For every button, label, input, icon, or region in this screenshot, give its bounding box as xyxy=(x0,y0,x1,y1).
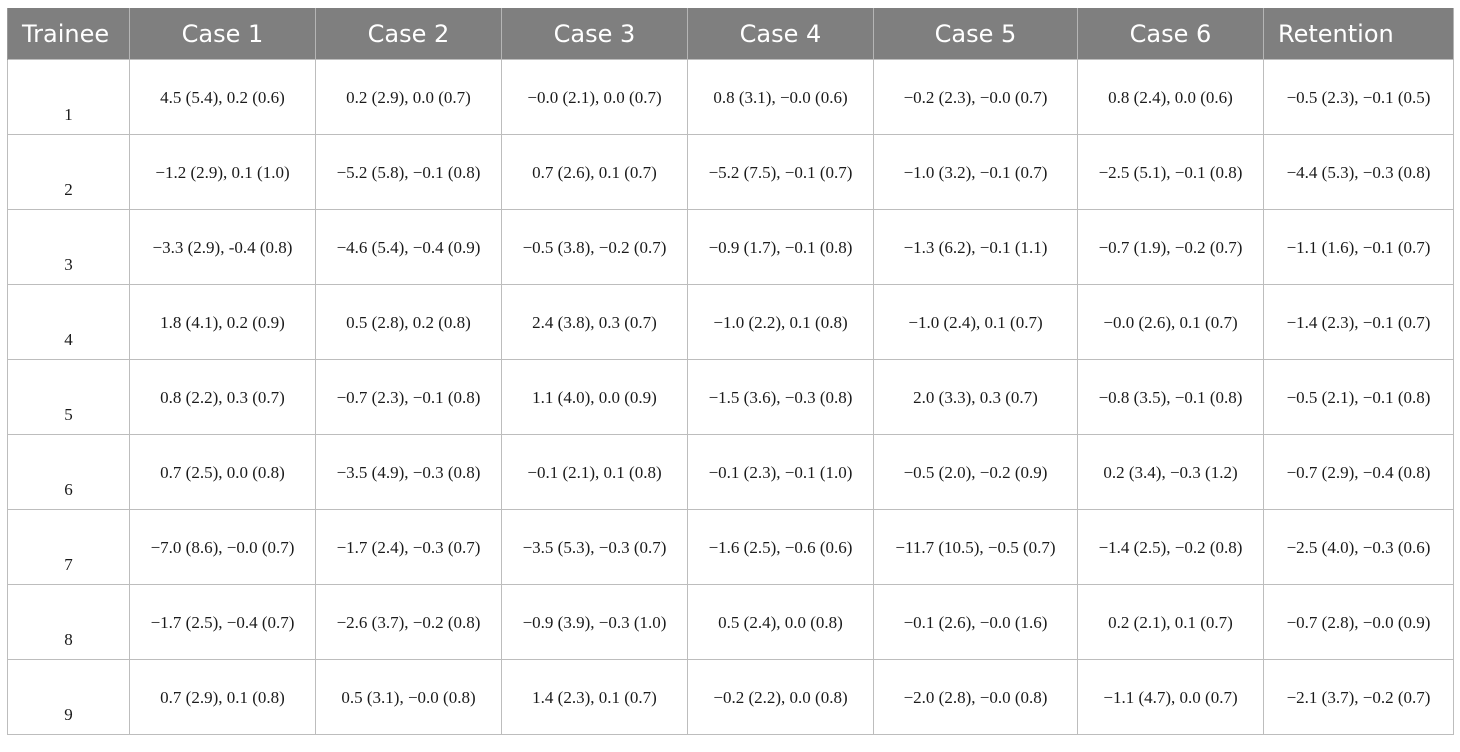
data-cell: −3.5 (4.9), −0.3 (0.8) xyxy=(315,434,502,510)
data-cell: −0.0 (2.1), 0.0 (0.7) xyxy=(501,59,688,135)
data-cell: −0.9 (1.7), −0.1 (0.8) xyxy=(687,209,874,285)
table-row: 3 −3.3 (2.9), -0.4 (0.8) −4.6 (5.4), −0.… xyxy=(7,209,1454,285)
header-case-2: Case 2 xyxy=(315,8,502,60)
data-cell: −2.5 (5.1), −0.1 (0.8) xyxy=(1077,134,1264,210)
table-row: 6 0.7 (2.5), 0.0 (0.8) −3.5 (4.9), −0.3 … xyxy=(7,434,1454,510)
data-cell: −0.5 (2.3), −0.1 (0.5) xyxy=(1263,59,1454,135)
data-cell: −0.2 (2.3), −0.0 (0.7) xyxy=(873,59,1078,135)
data-cell: −1.0 (2.4), 0.1 (0.7) xyxy=(873,284,1078,360)
data-cell: −2.6 (3.7), −0.2 (0.8) xyxy=(315,584,502,660)
header-case-6: Case 6 xyxy=(1077,8,1264,60)
header-trainee: Trainee xyxy=(7,8,130,60)
header-case-4: Case 4 xyxy=(687,8,874,60)
data-cell: −1.6 (2.5), −0.6 (0.6) xyxy=(687,509,874,585)
data-cell: −1.7 (2.4), −0.3 (0.7) xyxy=(315,509,502,585)
data-cell: 4.5 (5.4), 0.2 (0.6) xyxy=(129,59,316,135)
data-cell: 0.5 (2.8), 0.2 (0.8) xyxy=(315,284,502,360)
data-cell: −1.1 (1.6), −0.1 (0.7) xyxy=(1263,209,1454,285)
header-case-1: Case 1 xyxy=(129,8,316,60)
data-cell: −0.8 (3.5), −0.1 (0.8) xyxy=(1077,359,1264,435)
data-cell: −0.0 (2.6), 0.1 (0.7) xyxy=(1077,284,1264,360)
data-cell: 2.0 (3.3), 0.3 (0.7) xyxy=(873,359,1078,435)
trainee-cell: 9 xyxy=(7,659,130,735)
data-cell: −2.1 (3.7), −0.2 (0.7) xyxy=(1263,659,1454,735)
data-cell: −4.6 (5.4), −0.4 (0.9) xyxy=(315,209,502,285)
header-case-3: Case 3 xyxy=(501,8,688,60)
trainee-cell: 7 xyxy=(7,509,130,585)
data-cell: −1.7 (2.5), −0.4 (0.7) xyxy=(129,584,316,660)
data-cell: 0.5 (2.4), 0.0 (0.8) xyxy=(687,584,874,660)
data-cell: 0.8 (2.2), 0.3 (0.7) xyxy=(129,359,316,435)
results-table-container: Trainee Case 1 Case 2 Case 3 Case 4 Case… xyxy=(7,8,1454,735)
data-cell: 0.7 (2.5), 0.0 (0.8) xyxy=(129,434,316,510)
data-cell: 0.5 (3.1), −0.0 (0.8) xyxy=(315,659,502,735)
data-cell: −0.1 (2.3), −0.1 (1.0) xyxy=(687,434,874,510)
data-cell: 0.8 (2.4), 0.0 (0.6) xyxy=(1077,59,1264,135)
table-body: 1 4.5 (5.4), 0.2 (0.6) 0.2 (2.9), 0.0 (0… xyxy=(7,59,1454,735)
data-cell: −2.5 (4.0), −0.3 (0.6) xyxy=(1263,509,1454,585)
trainee-cell: 3 xyxy=(7,209,130,285)
data-cell: −0.9 (3.9), −0.3 (1.0) xyxy=(501,584,688,660)
table-row: 4 1.8 (4.1), 0.2 (0.9) 0.5 (2.8), 0.2 (0… xyxy=(7,284,1454,360)
data-cell: −0.7 (2.9), −0.4 (0.8) xyxy=(1263,434,1454,510)
data-cell: −0.7 (2.3), −0.1 (0.8) xyxy=(315,359,502,435)
data-cell: 0.7 (2.6), 0.1 (0.7) xyxy=(501,134,688,210)
table-row: 7 −7.0 (8.6), −0.0 (0.7) −1.7 (2.4), −0.… xyxy=(7,509,1454,585)
data-cell: −1.1 (4.7), 0.0 (0.7) xyxy=(1077,659,1264,735)
data-cell: 0.2 (3.4), −0.3 (1.2) xyxy=(1077,434,1264,510)
table-row: 1 4.5 (5.4), 0.2 (0.6) 0.2 (2.9), 0.0 (0… xyxy=(7,59,1454,135)
table-header: Trainee Case 1 Case 2 Case 3 Case 4 Case… xyxy=(7,8,1454,60)
trainee-cell: 5 xyxy=(7,359,130,435)
table-row: 9 0.7 (2.9), 0.1 (0.8) 0.5 (3.1), −0.0 (… xyxy=(7,659,1454,735)
data-cell: −1.0 (3.2), −0.1 (0.7) xyxy=(873,134,1078,210)
trainee-cell: 6 xyxy=(7,434,130,510)
data-cell: 1.8 (4.1), 0.2 (0.9) xyxy=(129,284,316,360)
results-table: Trainee Case 1 Case 2 Case 3 Case 4 Case… xyxy=(7,8,1454,735)
table-row: 5 0.8 (2.2), 0.3 (0.7) −0.7 (2.3), −0.1 … xyxy=(7,359,1454,435)
data-cell: −7.0 (8.6), −0.0 (0.7) xyxy=(129,509,316,585)
data-cell: −0.5 (3.8), −0.2 (0.7) xyxy=(501,209,688,285)
data-cell: 1.1 (4.0), 0.0 (0.9) xyxy=(501,359,688,435)
data-cell: −2.0 (2.8), −0.0 (0.8) xyxy=(873,659,1078,735)
data-cell: −4.4 (5.3), −0.3 (0.8) xyxy=(1263,134,1454,210)
data-cell: −1.2 (2.9), 0.1 (1.0) xyxy=(129,134,316,210)
data-cell: −1.4 (2.5), −0.2 (0.8) xyxy=(1077,509,1264,585)
data-cell: −3.5 (5.3), −0.3 (0.7) xyxy=(501,509,688,585)
table-row: 2 −1.2 (2.9), 0.1 (1.0) −5.2 (5.8), −0.1… xyxy=(7,134,1454,210)
data-cell: 0.2 (2.9), 0.0 (0.7) xyxy=(315,59,502,135)
data-cell: −0.5 (2.1), −0.1 (0.8) xyxy=(1263,359,1454,435)
data-cell: −0.1 (2.6), −0.0 (1.6) xyxy=(873,584,1078,660)
table-row: 8 −1.7 (2.5), −0.4 (0.7) −2.6 (3.7), −0.… xyxy=(7,584,1454,660)
data-cell: 2.4 (3.8), 0.3 (0.7) xyxy=(501,284,688,360)
data-cell: −5.2 (7.5), −0.1 (0.7) xyxy=(687,134,874,210)
header-retention: Retention xyxy=(1263,8,1454,60)
trainee-cell: 1 xyxy=(7,59,130,135)
data-cell: −1.5 (3.6), −0.3 (0.8) xyxy=(687,359,874,435)
data-cell: −0.5 (2.0), −0.2 (0.9) xyxy=(873,434,1078,510)
header-row: Trainee Case 1 Case 2 Case 3 Case 4 Case… xyxy=(7,8,1454,60)
data-cell: −1.3 (6.2), −0.1 (1.1) xyxy=(873,209,1078,285)
data-cell: 0.7 (2.9), 0.1 (0.8) xyxy=(129,659,316,735)
data-cell: −0.7 (2.8), −0.0 (0.9) xyxy=(1263,584,1454,660)
header-case-5: Case 5 xyxy=(873,8,1078,60)
trainee-cell: 8 xyxy=(7,584,130,660)
data-cell: −0.2 (2.2), 0.0 (0.8) xyxy=(687,659,874,735)
data-cell: −11.7 (10.5), −0.5 (0.7) xyxy=(873,509,1078,585)
trainee-cell: 2 xyxy=(7,134,130,210)
data-cell: −1.4 (2.3), −0.1 (0.7) xyxy=(1263,284,1454,360)
data-cell: −5.2 (5.8), −0.1 (0.8) xyxy=(315,134,502,210)
data-cell: 1.4 (2.3), 0.1 (0.7) xyxy=(501,659,688,735)
data-cell: −0.1 (2.1), 0.1 (0.8) xyxy=(501,434,688,510)
data-cell: −3.3 (2.9), -0.4 (0.8) xyxy=(129,209,316,285)
data-cell: 0.2 (2.1), 0.1 (0.7) xyxy=(1077,584,1264,660)
data-cell: −1.0 (2.2), 0.1 (0.8) xyxy=(687,284,874,360)
data-cell: −0.7 (1.9), −0.2 (0.7) xyxy=(1077,209,1264,285)
trainee-cell: 4 xyxy=(7,284,130,360)
data-cell: 0.8 (3.1), −0.0 (0.6) xyxy=(687,59,874,135)
